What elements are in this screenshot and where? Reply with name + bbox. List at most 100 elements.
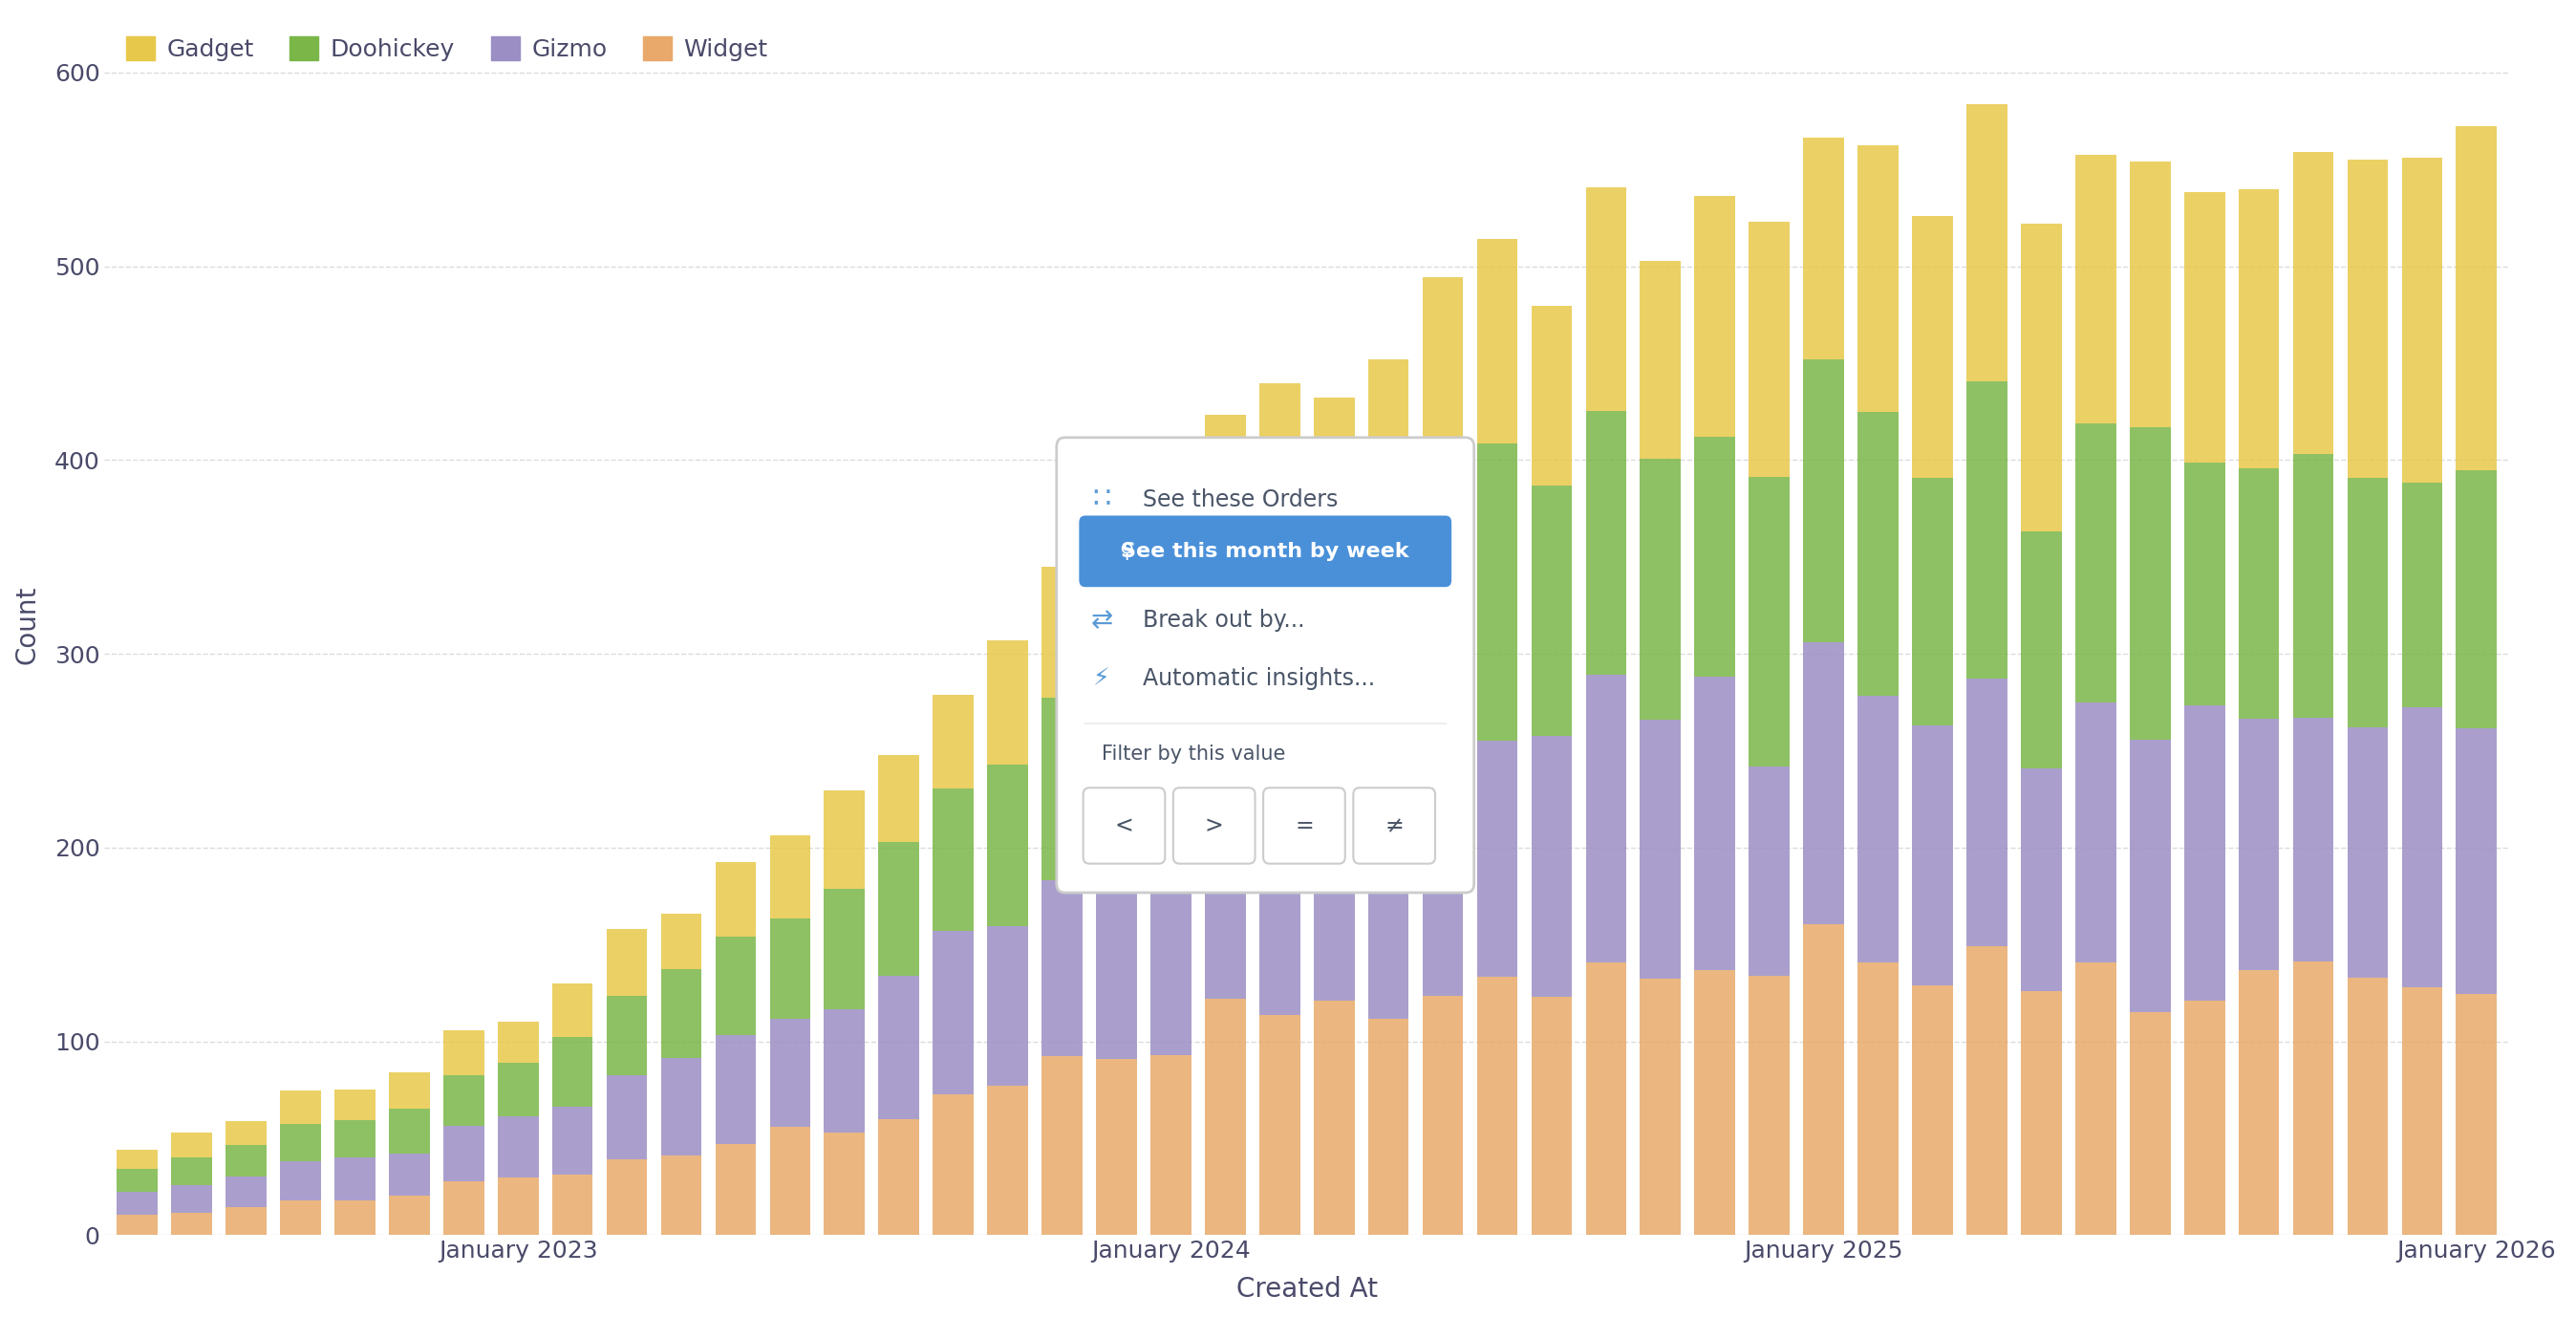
Bar xyxy=(2455,728,2496,994)
Bar xyxy=(1530,306,1571,485)
Text: >: > xyxy=(1206,814,1224,838)
Bar xyxy=(2076,702,2115,963)
Text: Filter by this value: Filter by this value xyxy=(1103,745,1285,764)
Bar xyxy=(2293,718,2334,961)
Bar xyxy=(2293,961,2334,1235)
Bar xyxy=(1641,261,1682,460)
Bar xyxy=(2239,971,2280,1235)
Bar xyxy=(2347,478,2388,727)
Bar xyxy=(1476,740,1517,977)
Bar xyxy=(716,861,757,936)
Bar xyxy=(1151,668,1190,872)
Bar xyxy=(662,1155,701,1235)
Bar xyxy=(2347,727,2388,977)
Bar xyxy=(227,1208,265,1235)
Bar xyxy=(170,1185,211,1213)
Bar xyxy=(1530,736,1571,997)
Bar xyxy=(716,1035,757,1144)
Bar xyxy=(878,976,920,1119)
Bar xyxy=(1857,963,1899,1235)
Bar xyxy=(116,1192,157,1214)
Bar xyxy=(1260,1015,1301,1235)
Bar xyxy=(281,1123,322,1162)
Bar xyxy=(389,1109,430,1154)
Bar xyxy=(770,919,811,1019)
Bar xyxy=(443,1181,484,1235)
Bar xyxy=(605,1159,647,1235)
Bar xyxy=(1803,360,1844,641)
Text: =: = xyxy=(1296,814,1314,838)
Bar xyxy=(2239,469,2280,719)
Bar xyxy=(1206,415,1247,558)
Bar xyxy=(1206,774,1247,998)
Bar xyxy=(2130,427,2172,740)
Bar xyxy=(1260,383,1301,551)
Bar xyxy=(1095,885,1136,1059)
Bar xyxy=(2184,705,2226,1001)
Bar xyxy=(227,1121,265,1146)
Text: ∷: ∷ xyxy=(1092,486,1110,514)
Bar xyxy=(987,926,1028,1087)
Bar xyxy=(2130,162,2172,427)
Bar xyxy=(2020,224,2061,532)
Bar xyxy=(443,1126,484,1181)
Bar xyxy=(1368,764,1409,1018)
Bar xyxy=(335,1089,376,1119)
Bar xyxy=(1911,216,1953,478)
Bar xyxy=(1095,1059,1136,1235)
Bar xyxy=(170,1133,211,1158)
Bar xyxy=(716,1144,757,1235)
Bar xyxy=(170,1213,211,1235)
Text: ⇄: ⇄ xyxy=(1090,607,1113,633)
Bar xyxy=(1803,641,1844,923)
Bar xyxy=(1041,698,1082,880)
Bar xyxy=(2455,126,2496,470)
Bar xyxy=(824,889,866,1009)
Bar xyxy=(770,1019,811,1126)
Bar xyxy=(2455,994,2496,1235)
Bar xyxy=(389,1196,430,1235)
Bar xyxy=(878,1119,920,1235)
Bar xyxy=(933,1094,974,1235)
Bar xyxy=(1368,360,1409,525)
FancyBboxPatch shape xyxy=(1352,788,1435,864)
Bar xyxy=(2455,470,2496,728)
Bar xyxy=(662,913,701,969)
Bar xyxy=(1530,997,1571,1235)
Bar xyxy=(1911,985,1953,1235)
Bar xyxy=(116,1150,157,1169)
Bar xyxy=(878,756,920,842)
Bar xyxy=(770,1126,811,1235)
X-axis label: Created At: Created At xyxy=(1236,1276,1378,1303)
Bar xyxy=(662,969,701,1058)
FancyBboxPatch shape xyxy=(1262,788,1345,864)
Bar xyxy=(824,1009,866,1133)
Bar xyxy=(1314,772,1355,1001)
Bar xyxy=(116,1169,157,1192)
Bar xyxy=(2076,963,2115,1235)
Bar xyxy=(933,695,974,789)
Bar xyxy=(1041,1056,1082,1235)
Bar xyxy=(1422,745,1463,996)
Bar xyxy=(1695,196,1736,437)
Text: ⚡: ⚡ xyxy=(1092,666,1110,690)
Bar xyxy=(1314,1001,1355,1235)
Bar xyxy=(551,1108,592,1175)
Bar xyxy=(2184,462,2226,705)
Bar xyxy=(1641,720,1682,979)
Bar xyxy=(1476,240,1517,444)
Bar xyxy=(662,1058,701,1155)
Bar xyxy=(2184,1001,2226,1235)
Y-axis label: Count: Count xyxy=(15,585,41,664)
Bar xyxy=(933,930,974,1094)
FancyBboxPatch shape xyxy=(1082,788,1164,864)
Bar xyxy=(389,1073,430,1109)
Bar xyxy=(1530,485,1571,736)
Bar xyxy=(2130,740,2172,1011)
Bar xyxy=(2293,454,2334,718)
Bar xyxy=(443,1030,484,1075)
Bar xyxy=(1857,695,1899,963)
Bar xyxy=(1749,221,1790,477)
Bar xyxy=(1695,677,1736,971)
Bar xyxy=(497,1063,538,1117)
